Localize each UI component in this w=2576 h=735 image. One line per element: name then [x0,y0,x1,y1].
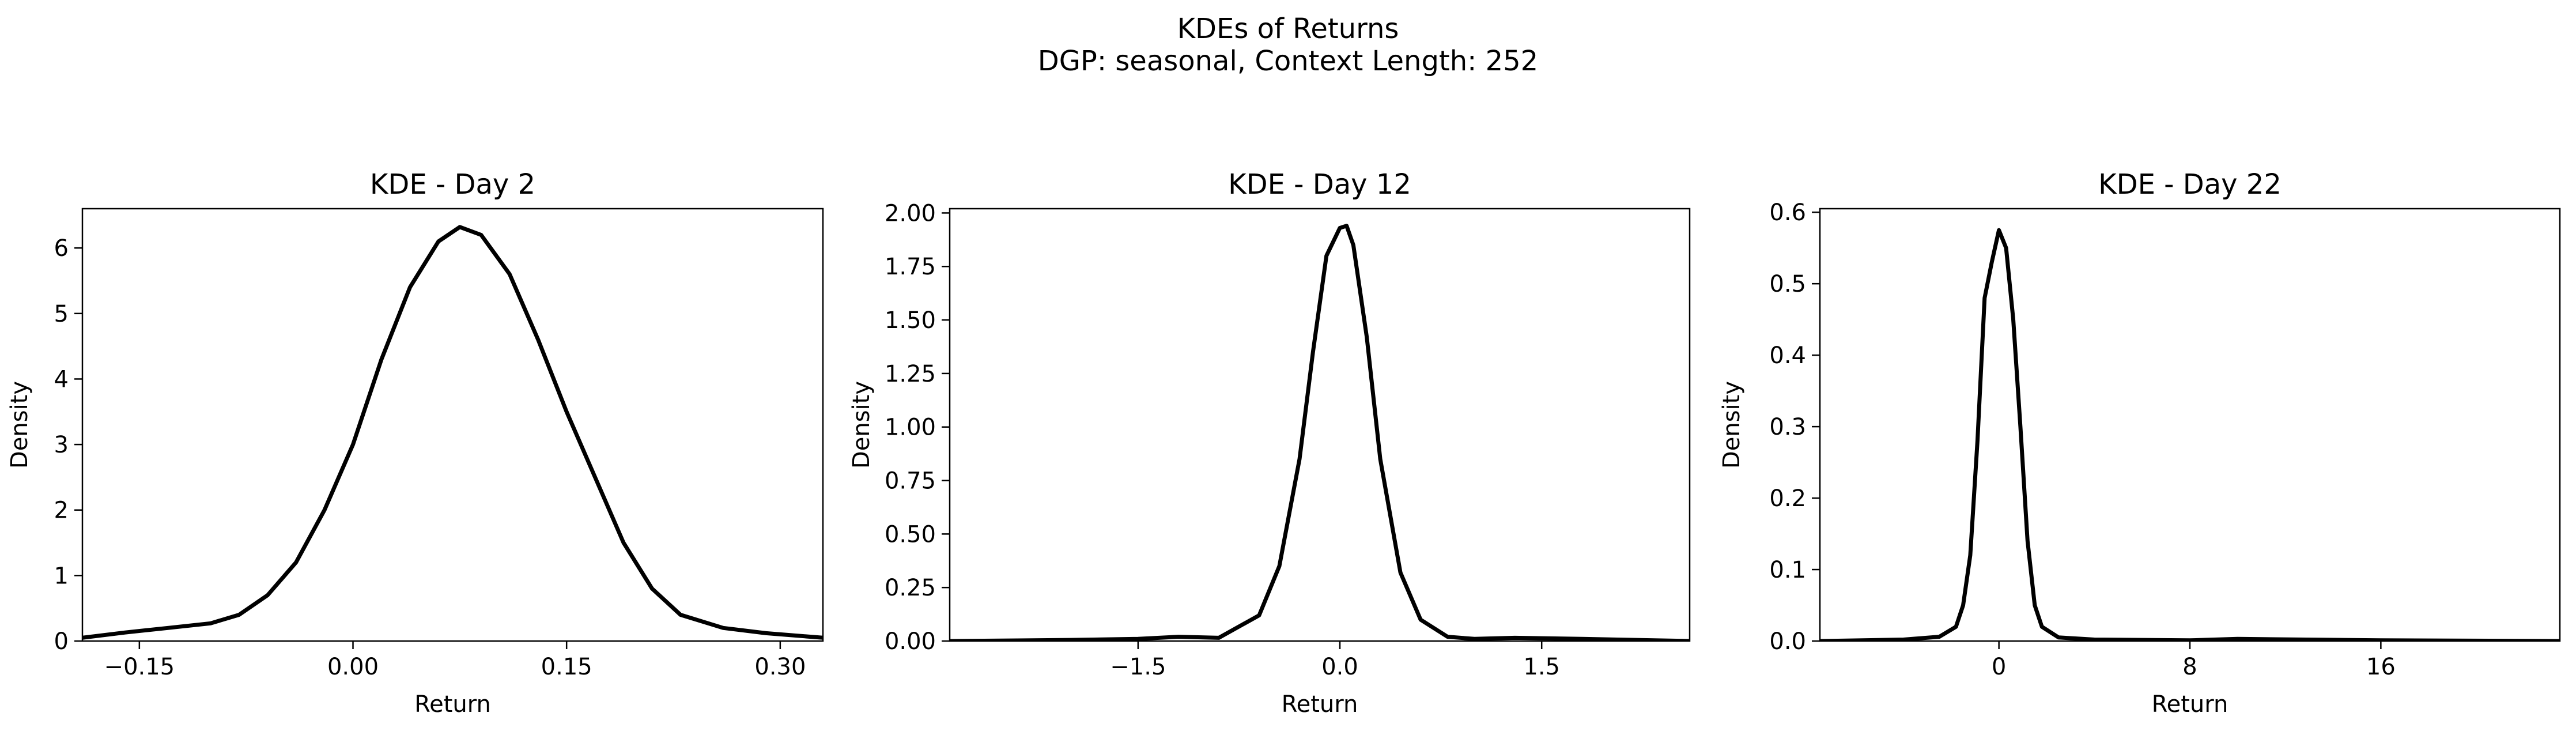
chart3-y-tick-label: 0.2 [1769,485,1806,512]
chart2-y-tick-label: 2.00 [885,200,936,227]
chart3-title: KDE - Day 22 [2098,168,2282,201]
chart1-x-axis-label: Return [414,691,491,718]
chart1-series-line-1 [82,225,823,640]
chart3-y-tick-label: 0.5 [1769,271,1806,297]
chart1-y-axis-label: Density [6,381,33,469]
chart2-y-tick-label: 0.00 [885,628,936,655]
chart3-y-tick-label: 0.6 [1769,199,1806,226]
chart2-title: KDE - Day 12 [1228,168,1411,201]
chart3-x-tick-label: 16 [2366,654,2396,680]
chart2-y-tick-label: 1.75 [885,254,936,280]
chart2-y-axis-label: Density [848,381,875,469]
chart1-x-tick-label: 0.15 [541,654,592,680]
chart2-y-tick-label: 1.00 [885,414,936,441]
chart3-x-tick-label: 0 [1992,654,2006,680]
chart1-y-tick-label: 5 [54,301,69,327]
chart2-y-tick-label: 1.50 [885,307,936,334]
chart2-y-tick-label: 0.50 [885,521,936,548]
chart1-x-tick-label: 0.00 [327,654,379,680]
chart3-y-tick-label: 0.1 [1769,557,1806,583]
chart1-x-tick-label: 0.30 [754,654,806,680]
chart3-y-tick-label: 0.0 [1769,628,1806,655]
chart1-axes-frame [81,208,824,642]
chart1-y-tick-label: 4 [54,366,69,393]
chart1-y-tick-label: 3 [54,432,69,458]
chart2-y-tick-label: 0.25 [885,575,936,601]
chart2-x-tick-label: 0.0 [1321,654,1358,680]
chart2-x-axis-label: Return [1282,691,1358,718]
chart3-series-line-1 [1820,228,2560,641]
figure-title: KDEs of Returns [1177,13,1399,45]
chart1-x-tick-label: −0.15 [104,654,175,680]
chart2-series-line-1 [950,224,1690,641]
chart2-x-tick-label: −1.5 [1110,654,1166,680]
chart2-axes-frame [949,208,1691,642]
chart2-y-tick-label: 1.25 [885,361,936,387]
chart3-axes-frame [1819,208,2561,642]
chart1-y-tick-label: 1 [54,563,69,589]
chart1-y-tick-label: 2 [54,497,69,524]
chart2-y-tick-label: 0.75 [885,468,936,495]
chart3-y-tick-label: 0.4 [1769,342,1806,369]
chart3-y-tick-label: 0.3 [1769,414,1806,440]
chart1-y-tick-label: 0 [54,628,69,655]
chart3-x-axis-label: Return [2152,691,2228,718]
chart1-y-tick-label: 6 [54,235,69,262]
chart3-y-axis-label: Density [1718,381,1745,469]
chart3-x-tick-label: 8 [2182,654,2197,680]
chart1-title: KDE - Day 2 [370,168,535,201]
chart2-x-tick-label: 1.5 [1523,654,1560,680]
figure-subtitle: DGP: seasonal, Context Length: 252 [1037,45,1539,77]
